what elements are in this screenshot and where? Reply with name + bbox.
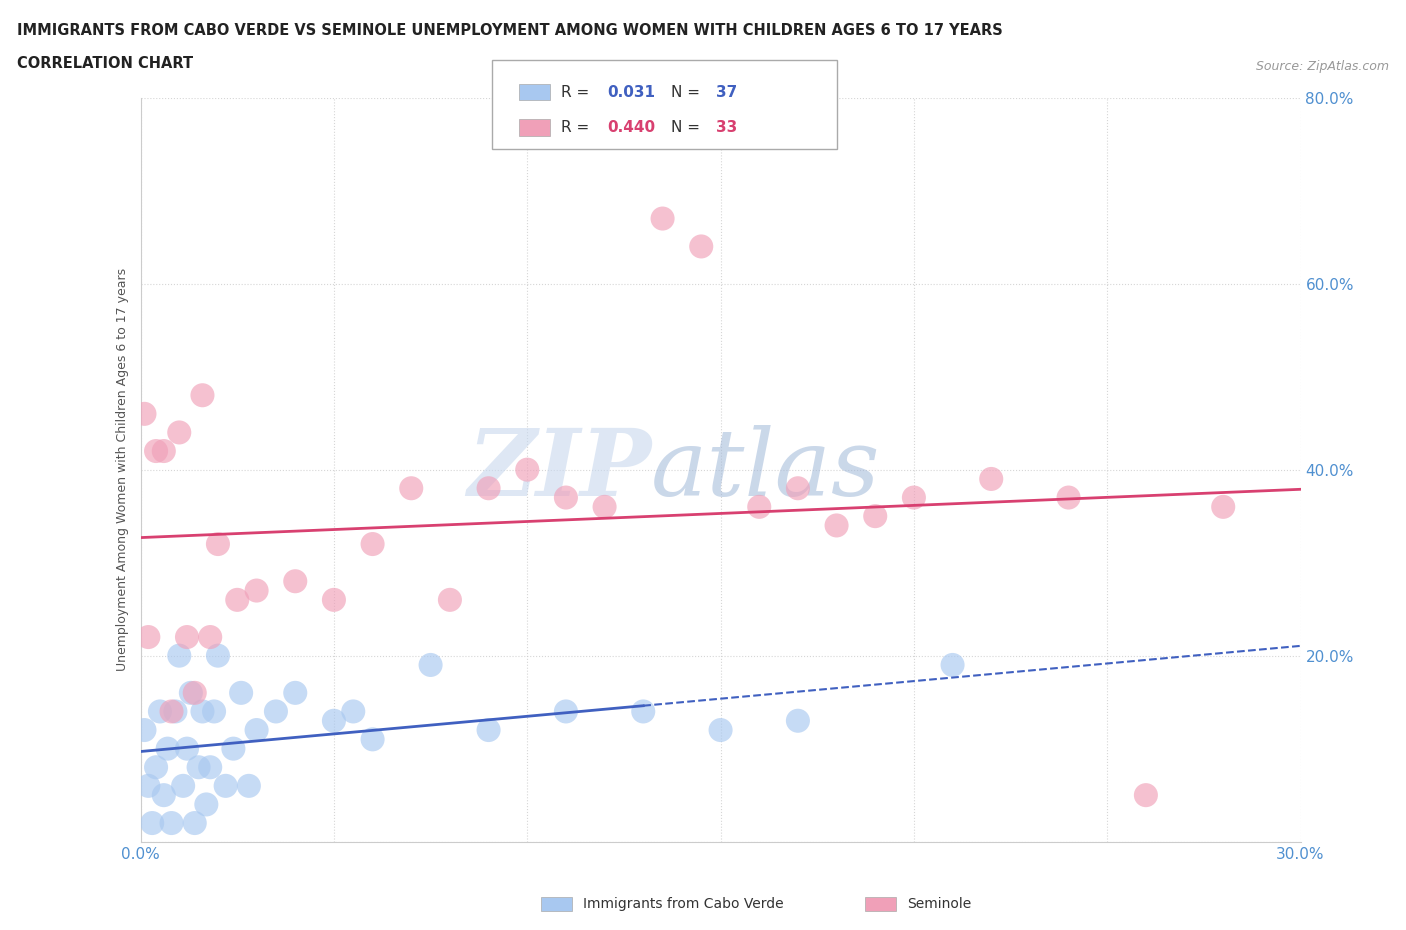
Text: atlas: atlas (651, 425, 880, 514)
Point (207, 648, 229, 663)
Point (361, 537, 384, 551)
Text: Source: ZipAtlas.com: Source: ZipAtlas.com (1256, 60, 1389, 73)
Point (231, 685, 253, 700)
Point (200, 630, 222, 644)
Point (787, 713, 810, 728)
Point (187, 760, 209, 775)
Point (903, 490, 925, 505)
Point (160, 704, 183, 719)
Point (419, 658, 441, 672)
Point (183, 685, 207, 700)
Point (690, 239, 713, 254)
Point (153, 444, 174, 458)
Point (138, 630, 160, 644)
Point (323, 592, 346, 607)
Point (516, 462, 538, 477)
Point (478, 723, 501, 737)
Text: Immigrants from Cabo Verde: Immigrants from Cabo Verde (583, 897, 785, 911)
Point (134, 406, 156, 421)
Text: ZIP: ZIP (467, 425, 651, 514)
Point (172, 778, 194, 793)
Point (176, 630, 198, 644)
Point (149, 704, 172, 719)
Point (246, 723, 269, 737)
Point (342, 704, 364, 719)
Point (134, 723, 156, 737)
Point (169, 425, 191, 440)
Point (183, 816, 207, 830)
Point (191, 388, 214, 403)
Point (323, 713, 346, 728)
Point (787, 481, 810, 496)
Point (195, 797, 218, 812)
Point (748, 499, 770, 514)
Point (238, 778, 260, 793)
Text: 37: 37 (716, 85, 737, 100)
Point (980, 472, 1002, 486)
Text: 0.440: 0.440 (607, 120, 655, 135)
Point (165, 704, 187, 719)
Point (141, 816, 163, 830)
Text: N =: N = (671, 120, 704, 135)
Point (156, 741, 179, 756)
Y-axis label: Unemployment Among Women with Children Ages 6 to 17 years: Unemployment Among Women with Children A… (117, 268, 129, 671)
Point (202, 704, 225, 719)
Point (246, 583, 269, 598)
Point (555, 704, 578, 719)
Point (710, 723, 733, 737)
Text: CORRELATION CHART: CORRELATION CHART (17, 56, 193, 71)
Text: 33: 33 (716, 120, 737, 135)
Point (145, 444, 167, 458)
Text: 0.031: 0.031 (607, 85, 655, 100)
Point (145, 760, 167, 775)
Point (284, 574, 307, 589)
Point (214, 778, 236, 793)
Point (825, 518, 848, 533)
Point (593, 499, 616, 514)
Point (284, 685, 307, 700)
Point (191, 704, 214, 719)
Point (180, 685, 202, 700)
Text: Seminole: Seminole (907, 897, 972, 911)
Point (865, 509, 887, 524)
Point (555, 490, 578, 505)
Point (1135, 788, 1157, 803)
Text: IMMIGRANTS FROM CABO VERDE VS SEMINOLE UNEMPLOYMENT AMONG WOMEN WITH CHILDREN AG: IMMIGRANTS FROM CABO VERDE VS SEMINOLE U… (17, 23, 1002, 38)
Point (207, 537, 229, 551)
Point (439, 592, 461, 607)
Text: R =: R = (561, 120, 595, 135)
Point (942, 658, 965, 672)
Point (478, 481, 501, 496)
Text: N =: N = (671, 85, 704, 100)
Point (138, 778, 160, 793)
Point (226, 592, 249, 607)
Point (361, 732, 384, 747)
Point (222, 741, 245, 756)
Point (633, 704, 655, 719)
Point (153, 788, 174, 803)
Point (176, 741, 198, 756)
Point (169, 648, 191, 663)
Point (160, 816, 183, 830)
Point (200, 760, 222, 775)
Point (1057, 490, 1080, 505)
Point (1212, 499, 1234, 514)
Text: R =: R = (561, 85, 595, 100)
Point (651, 211, 673, 226)
Point (401, 481, 423, 496)
Point (264, 704, 287, 719)
